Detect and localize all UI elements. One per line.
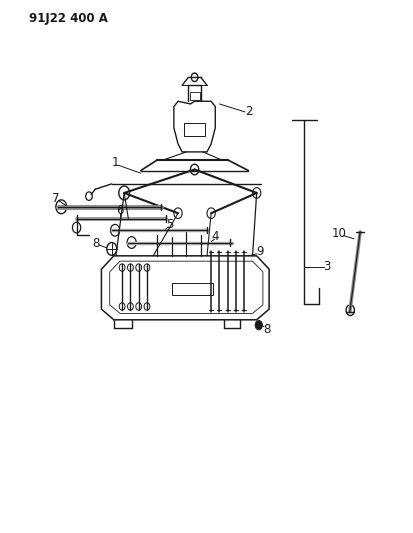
Text: 5: 5 [166, 219, 173, 231]
Bar [189, 92, 199, 100]
Bar [184, 123, 204, 136]
Text: 8: 8 [263, 323, 270, 336]
Text: 91J22 400 A: 91J22 400 A [29, 12, 108, 25]
Text: 1: 1 [112, 156, 119, 169]
Bar [171, 283, 213, 295]
Text: 2: 2 [244, 106, 252, 118]
Circle shape [254, 320, 262, 330]
Text: 8: 8 [92, 237, 100, 250]
Text: 4: 4 [211, 230, 218, 243]
Text: 6: 6 [116, 204, 123, 217]
Text: 10: 10 [331, 227, 346, 240]
Text: 7: 7 [52, 192, 59, 205]
Text: 9: 9 [255, 245, 263, 258]
Text: 3: 3 [323, 260, 330, 273]
